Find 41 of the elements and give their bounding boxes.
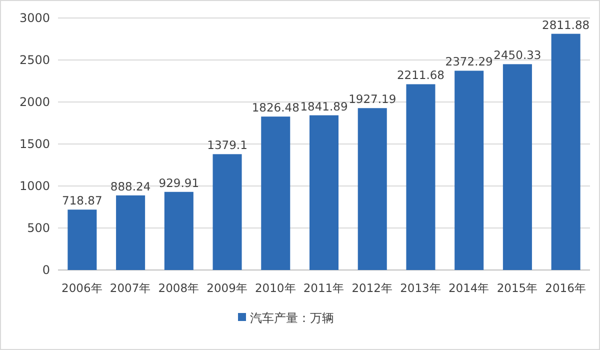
bar [261,116,290,270]
data-label: 718.87 [62,194,102,208]
data-label: 1379.1 [207,138,248,152]
data-label: 2372.29 [445,54,493,69]
bar [551,34,580,270]
bar [116,195,146,270]
x-tick-label: 2014年 [448,281,490,295]
legend-label: 汽车产量：万辆 [250,311,334,325]
y-tick-label: 0 [42,263,50,277]
bar [164,192,194,270]
bar [212,154,242,270]
x-tick-label: 2015年 [496,281,538,295]
x-tick-label: 2013年 [400,281,442,295]
x-tick-label: 2008年 [158,281,200,295]
x-tick-label: 2007年 [110,281,152,295]
data-label: 1927.19 [348,92,396,106]
data-label: 2811.88 [542,18,590,32]
bar [406,84,436,270]
bar [68,210,97,270]
y-tick-label: 1000 [19,179,50,193]
y-tick-label: 2500 [19,53,50,67]
x-tick-label: 2010年 [254,281,296,295]
x-tick-label: 2016年 [545,281,586,295]
bar [502,64,532,270]
data-label: 1826.48 [252,100,300,115]
bar [454,70,484,270]
x-tick-label: 2012年 [352,281,394,295]
data-label: 2211.68 [396,68,445,82]
bar [309,115,339,270]
data-label: 1841.89 [300,99,348,114]
y-tick-label: 500 [27,221,50,235]
x-tick-label: 2011年 [303,281,345,295]
y-tick-label: 2000 [19,95,50,109]
x-tick-label: 2006年 [62,281,103,295]
data-label: 888.24 [110,179,151,194]
data-label: 929.91 [158,176,200,190]
bar [358,108,387,270]
data-label: 2450.33 [494,48,542,62]
x-tick-label: 2009年 [206,281,248,295]
y-tick-label: 3000 [19,11,50,25]
y-tick-label: 1500 [19,137,50,151]
